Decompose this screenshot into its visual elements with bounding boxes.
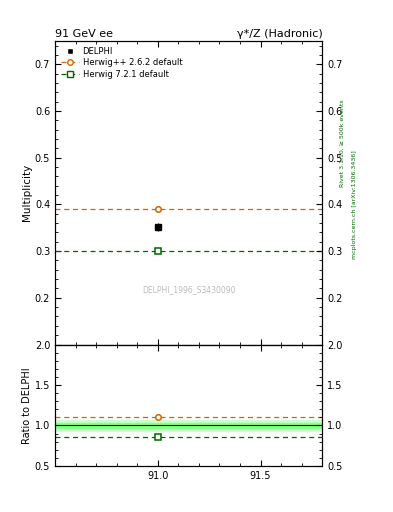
Text: 91 GeV ee: 91 GeV ee (55, 29, 113, 39)
Y-axis label: Multiplicity: Multiplicity (22, 164, 32, 221)
Y-axis label: Ratio to DELPHI: Ratio to DELPHI (22, 367, 32, 443)
Bar (55, 422, 322, 428)
Bar (55, 420, 322, 431)
Text: γ*/Z (Hadronic): γ*/Z (Hadronic) (237, 29, 322, 39)
Text: Rivet 3.1.10, ≥ 500k events: Rivet 3.1.10, ≥ 500k events (340, 99, 345, 187)
Legend: DELPHI, Herwig++ 2.6.2 default, Herwig 7.2.1 default: DELPHI, Herwig++ 2.6.2 default, Herwig 7… (59, 45, 184, 80)
Text: DELPHI_1996_S3430090: DELPHI_1996_S3430090 (142, 285, 235, 294)
Text: mcplots.cern.ch [arXiv:1306.3436]: mcplots.cern.ch [arXiv:1306.3436] (352, 151, 357, 259)
